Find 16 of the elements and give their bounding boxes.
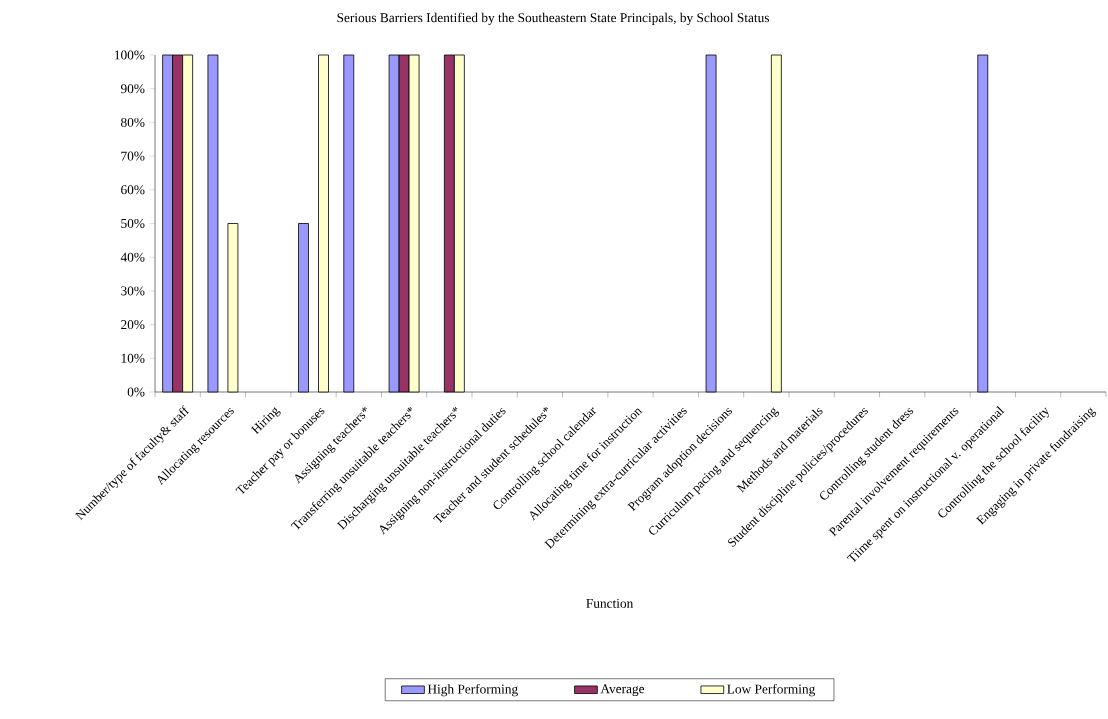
- y-tick-label: 40%: [120, 252, 145, 262]
- y-tick-label: 80%: [121, 117, 145, 127]
- y-tick-label: 50%: [121, 218, 145, 229]
- legend-label: Low Performing: [727, 684, 816, 697]
- chart-title: Serious Barriers Identified by the Southeastern State Principals, by School Status: [337, 12, 769, 25]
- y-tick-label: 0%: [127, 387, 145, 397]
- y-tick-label: 30%: [121, 286, 145, 296]
- y-tick-label: 90%: [120, 84, 145, 94]
- y-tick-label: 60%: [121, 185, 145, 195]
- y-tick-label: 100%: [115, 50, 145, 60]
- legend-label: Average: [600, 684, 645, 697]
- legend-label: High Performing: [427, 684, 518, 697]
- y-tick-label: 70%: [121, 151, 145, 161]
- y-tick-label: 10%: [121, 353, 145, 363]
- y-tick-label: 20%: [121, 320, 145, 330]
- x-axis-title: Function: [586, 598, 634, 608]
